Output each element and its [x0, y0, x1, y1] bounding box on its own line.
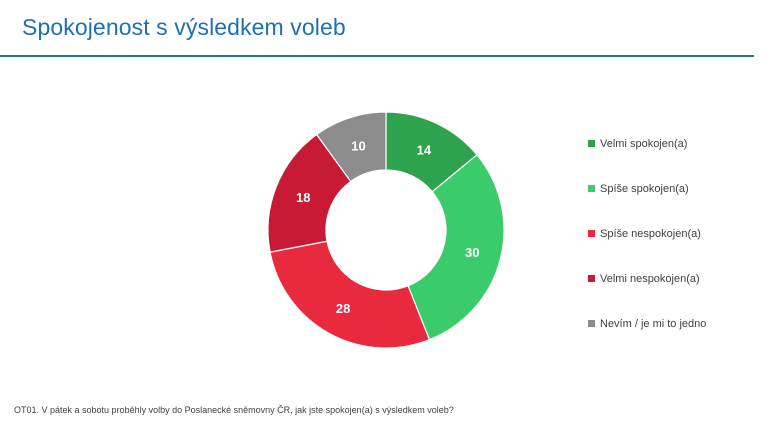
data-label-3: 28 — [336, 301, 350, 316]
legend-label: Nevím / je mi to jedno — [600, 318, 707, 330]
data-label-1: 14 — [417, 142, 432, 157]
legend-swatch — [588, 230, 595, 237]
legend-label: Spíše spokojen(a) — [600, 183, 689, 195]
data-label-5: 10 — [351, 138, 365, 153]
legend-item-2: Spíše spokojen(a) — [588, 182, 706, 227]
legend-label: Spíše nespokojen(a) — [600, 228, 701, 240]
legend-item-1: Velmi spokojen(a) — [588, 137, 706, 182]
page-title: Spokojenost s výsledkem voleb — [22, 14, 346, 40]
question-footnote: OT01. V pátek a sobotu proběhly volby do… — [14, 405, 454, 415]
legend-item-4: Velmi nespokojen(a) — [588, 272, 706, 317]
legend-swatch — [588, 185, 595, 192]
data-label-2: 30 — [465, 245, 479, 260]
data-label-4: 18 — [296, 190, 310, 205]
legend-swatch — [588, 140, 595, 147]
legend-label: Velmi nespokojen(a) — [600, 273, 700, 285]
donut-slice-3 — [269, 240, 431, 349]
legend-item-5: Nevím / je mi to jedno — [588, 317, 706, 362]
chart-legend: Velmi spokojen(a) Spíše spokojen(a) Spíše … — [588, 137, 706, 362]
legend-swatch — [588, 320, 595, 327]
legend-item-3: Spíše nespokojen(a) — [588, 227, 706, 272]
legend-label: Velmi spokojen(a) — [600, 138, 688, 150]
legend-swatch — [588, 275, 595, 282]
donut-slice-2 — [407, 153, 505, 341]
title-divider — [0, 55, 754, 57]
donut-slice-5 — [315, 111, 387, 183]
